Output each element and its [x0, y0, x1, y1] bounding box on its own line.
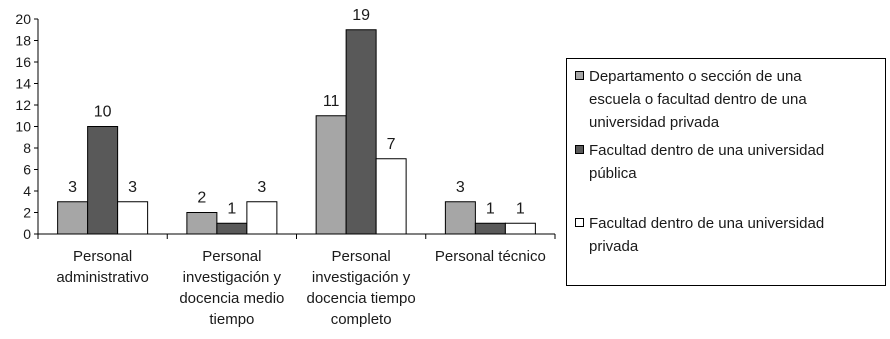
y-tick-label: 2 — [23, 205, 31, 221]
legend-item: Facultad dentro de una universidad priva… — [575, 212, 881, 258]
legend-item: Departamento o sección de una escuela o … — [575, 65, 881, 134]
legend-label-line: Facultad dentro de una universidad — [589, 142, 825, 159]
bar — [345, 29, 377, 235]
legend-label-line: Departamento o sección de una — [589, 68, 802, 85]
x-tick-label: docencia tiempo — [307, 290, 416, 307]
bar — [246, 201, 278, 235]
y-tick-label: 18 — [15, 33, 31, 49]
bar — [315, 115, 347, 235]
legend-label-line: escuela o facultad dentro de una — [589, 91, 807, 108]
legend-label-line: privada — [589, 238, 639, 255]
bar — [87, 126, 119, 235]
chart-bars — [57, 29, 536, 235]
x-tick-label: Personal técnico — [435, 248, 546, 265]
bar — [504, 222, 536, 235]
data-label: 1 — [227, 200, 236, 217]
x-tick-label: investigación y — [183, 269, 282, 286]
data-label: 11 — [323, 93, 340, 110]
y-tick-label: 0 — [23, 226, 31, 242]
y-tick-label: 16 — [15, 54, 31, 70]
x-tick-label: Personal — [202, 248, 261, 265]
x-tick-label: investigación y — [312, 269, 411, 286]
y-tick-label: 8 — [23, 140, 31, 156]
data-label: 3 — [257, 179, 266, 196]
legend-item: Facultad dentro de una universidad públi… — [575, 139, 881, 185]
bar — [474, 222, 506, 235]
x-tick-label: administrativo — [56, 269, 149, 286]
data-label: 7 — [387, 136, 396, 153]
legend-label-line: universidad privada — [589, 114, 720, 131]
x-tick-label: Personal — [73, 248, 132, 265]
legend-label-line: Facultad dentro de una universidad — [589, 215, 825, 232]
y-tick-label: 12 — [15, 97, 31, 113]
bar — [117, 201, 149, 235]
legend-label-line: pública — [589, 165, 637, 182]
data-label: 3 — [128, 179, 137, 196]
x-tick-label: completo — [331, 311, 392, 328]
bar — [375, 158, 407, 235]
y-tick-label: 4 — [23, 183, 31, 199]
x-tick-label: Personal — [332, 248, 391, 265]
bar — [216, 222, 248, 235]
bar — [444, 201, 476, 235]
chart-legend: Departamento o sección de una escuela o … — [566, 58, 886, 286]
legend-swatch-icon — [575, 71, 584, 80]
chart-category-labels: Personal administrativo Personal investigac… — [56, 248, 545, 328]
data-label: 10 — [94, 104, 112, 121]
legend-swatch-icon — [575, 145, 584, 154]
y-tick-label: 14 — [15, 76, 31, 92]
data-label: 3 — [456, 179, 465, 196]
y-tick-label: 10 — [15, 119, 31, 135]
y-tick-label: 6 — [23, 162, 31, 178]
x-tick-label: tiempo — [209, 311, 254, 328]
y-tick-label: 20 — [15, 11, 31, 27]
bar — [186, 212, 218, 235]
bar — [57, 201, 89, 235]
data-label: 2 — [197, 190, 206, 207]
data-label: 3 — [68, 179, 77, 196]
legend-swatch-icon — [575, 218, 584, 227]
data-label: 19 — [352, 7, 370, 24]
data-label: 1 — [516, 200, 525, 217]
data-label: 1 — [486, 200, 495, 217]
x-tick-label: docencia medio — [179, 290, 284, 307]
